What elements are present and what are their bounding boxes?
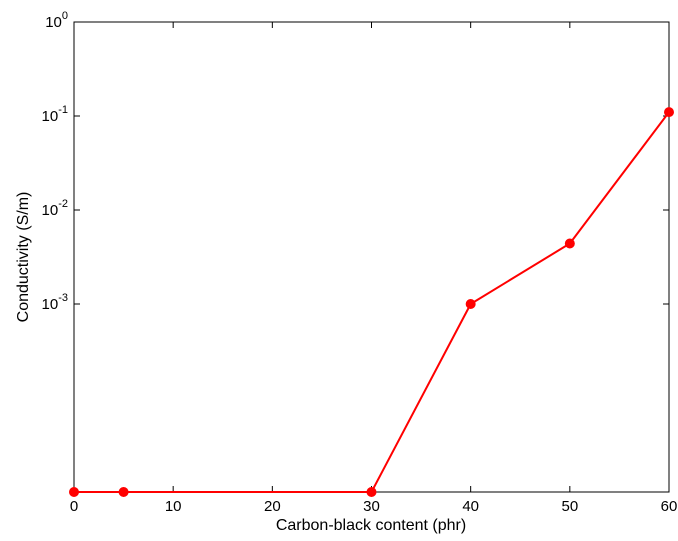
y-tick-label: 10-3 <box>42 292 68 313</box>
x-tick-label: 10 <box>165 498 182 515</box>
y-tick-base: 10 <box>42 202 59 219</box>
y-tick-label: 100 <box>45 10 68 31</box>
y-tick-exponent: 0 <box>62 10 68 22</box>
x-tick-label: 50 <box>561 498 578 515</box>
x-tick-label: 0 <box>70 498 78 515</box>
y-axis-label: Conductivity (S/m) <box>15 192 32 323</box>
y-tick-base: 10 <box>42 296 59 313</box>
y-tick-base: 10 <box>45 14 62 31</box>
data-point <box>465 299 476 309</box>
x-tick-label: 30 <box>363 498 380 515</box>
data-point <box>664 107 674 118</box>
data-point <box>118 487 129 497</box>
series-layer <box>69 107 674 497</box>
data-point <box>564 238 575 249</box>
y-tick-label: 10-1 <box>42 104 68 125</box>
data-point <box>366 487 377 497</box>
series-line <box>74 111 670 493</box>
x-tick-label: 60 <box>661 498 678 515</box>
plot-area <box>73 21 670 493</box>
y-tick-label: 10-2 <box>42 198 68 219</box>
data-point <box>69 487 79 497</box>
x-axis-ticks: 0 10 20 30 40 50 60 <box>70 22 678 515</box>
x-tick-label: 20 <box>264 498 281 515</box>
y-tick-exponent: -2 <box>58 198 68 210</box>
y-tick-exponent: -1 <box>58 104 68 116</box>
x-axis-label: Carbon-black content (phr) <box>276 517 466 534</box>
x-tick-label: 40 <box>462 498 479 515</box>
y-tick-base: 10 <box>42 108 59 125</box>
y-tick-exponent: -3 <box>58 292 68 304</box>
